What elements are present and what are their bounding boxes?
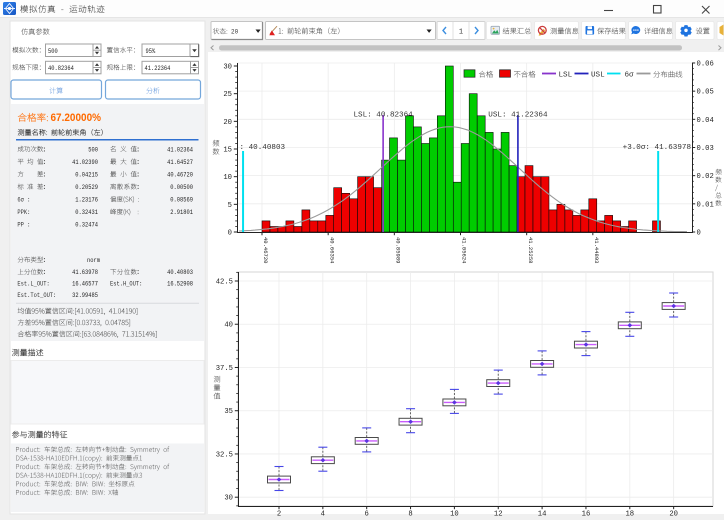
svg-text:+3.0σ: 41.63978: +3.0σ: 41.63978 xyxy=(623,144,692,152)
svg-text::: : xyxy=(136,159,140,167)
svg-text:6σ :: 6σ : xyxy=(17,197,30,204)
svg-text:41.02390: 41.02390 xyxy=(72,159,98,166)
svg-text:Est.L_OUT:: Est.L_OUT: xyxy=(17,280,49,287)
svg-text:USL: USL xyxy=(591,72,605,80)
svg-text:40.40803: 40.40803 xyxy=(167,269,193,276)
svg-text:4: 4 xyxy=(321,511,325,519)
svg-text:5: 5 xyxy=(228,202,232,210)
svg-text:40.85989: 40.85989 xyxy=(395,237,402,264)
svg-text:8: 8 xyxy=(408,511,412,519)
svg-text:40: 40 xyxy=(224,322,233,330)
svg-text:6σ: 6σ xyxy=(625,72,635,80)
svg-text:USL: 41.22364: USL: 41.22364 xyxy=(488,112,548,120)
svg-text:37.5: 37.5 xyxy=(216,365,233,373)
svg-text::: : xyxy=(136,184,140,192)
svg-text:41.22364: 41.22364 xyxy=(145,65,171,72)
svg-text:PPK:: PPK: xyxy=(17,209,30,216)
svg-text:500: 500 xyxy=(48,48,58,55)
svg-text:LSL: 40.82364: LSL: 40.82364 xyxy=(353,112,413,120)
svg-text:40.46720: 40.46720 xyxy=(262,237,269,264)
svg-text::: : xyxy=(136,146,140,154)
svg-text:2.91801: 2.91801 xyxy=(170,209,193,216)
svg-text:41.64527: 41.64527 xyxy=(167,159,193,166)
svg-text:0.05: 0.05 xyxy=(697,89,714,97)
svg-text:0.00500: 0.00500 xyxy=(170,184,193,191)
svg-text:41.63978: 41.63978 xyxy=(72,269,98,276)
svg-text:0.03: 0.03 xyxy=(697,145,714,153)
svg-text:41.25258: 41.25258 xyxy=(527,237,534,264)
svg-text:18: 18 xyxy=(625,511,634,519)
svg-text:0.32474: 0.32474 xyxy=(75,222,98,229)
svg-text:1.23176: 1.23176 xyxy=(75,197,98,204)
svg-text:0: 0 xyxy=(697,230,701,238)
svg-text:2: 2 xyxy=(277,511,281,519)
svg-text:20: 20 xyxy=(669,511,678,519)
svg-text:12: 12 xyxy=(494,511,503,519)
svg-text:16.46577: 16.46577 xyxy=(72,280,98,287)
svg-text:42.5: 42.5 xyxy=(216,279,233,287)
svg-text::: : xyxy=(42,257,46,265)
svg-text:0.20529: 0.20529 xyxy=(75,184,98,191)
svg-text:67.20000%: 67.20000% xyxy=(51,112,102,124)
svg-text:16: 16 xyxy=(582,511,591,519)
svg-text:20: 20 xyxy=(231,28,238,35)
svg-text:0: 0 xyxy=(228,230,232,238)
svg-text:32.5: 32.5 xyxy=(216,451,233,459)
svg-text::: : xyxy=(42,184,46,192)
svg-text:35: 35 xyxy=(224,408,233,416)
svg-text::: : xyxy=(42,171,46,179)
svg-text::: : xyxy=(136,171,140,179)
svg-text:41.05624: 41.05624 xyxy=(461,237,468,264)
svg-text:6: 6 xyxy=(365,511,369,519)
svg-text:0.08569: 0.08569 xyxy=(170,197,193,204)
svg-text:10: 10 xyxy=(223,174,232,182)
svg-text:0.04215: 0.04215 xyxy=(75,171,98,178)
svg-text:Est.Tot_OUT:: Est.Tot_OUT: xyxy=(17,292,56,299)
svg-text:30: 30 xyxy=(224,495,233,503)
svg-text:14: 14 xyxy=(538,511,547,519)
svg-text:40.82364: 40.82364 xyxy=(48,65,74,72)
svg-text::: : xyxy=(42,146,46,154)
svg-text:32.99485: 32.99485 xyxy=(72,292,98,299)
svg-text:25: 25 xyxy=(223,91,232,99)
svg-text:30: 30 xyxy=(223,64,232,72)
svg-text:PP :: PP : xyxy=(17,222,30,229)
svg-text:0.04: 0.04 xyxy=(697,117,714,125)
svg-text:0.02: 0.02 xyxy=(697,173,714,181)
svg-text:95%: 95% xyxy=(146,48,156,55)
svg-text:LSL: LSL xyxy=(559,72,573,80)
svg-text::: : xyxy=(42,269,46,277)
svg-text:Est.H_OUT:: Est.H_OUT: xyxy=(110,280,142,287)
svg-text:1: 1 xyxy=(459,28,463,36)
svg-text:20: 20 xyxy=(223,119,232,127)
svg-text::: : xyxy=(42,159,46,167)
svg-text:0.32431: 0.32431 xyxy=(75,209,98,216)
svg-text:15: 15 xyxy=(223,147,232,155)
svg-text:41.02364: 41.02364 xyxy=(167,146,193,153)
svg-text:: 40.40803: : 40.40803 xyxy=(240,144,286,152)
svg-text:40.66354: 40.66354 xyxy=(328,237,335,264)
svg-text:10: 10 xyxy=(450,511,459,519)
svg-text:16.52908: 16.52908 xyxy=(167,280,193,287)
svg-text:norm: norm xyxy=(87,257,100,264)
svg-text:0.01: 0.01 xyxy=(697,201,714,209)
svg-text::: : xyxy=(136,269,140,277)
svg-text:40.46720: 40.46720 xyxy=(167,171,193,178)
svg-text:41.44893: 41.44893 xyxy=(593,237,600,264)
svg-text:0.06: 0.06 xyxy=(697,60,714,68)
svg-text:500: 500 xyxy=(88,146,98,153)
